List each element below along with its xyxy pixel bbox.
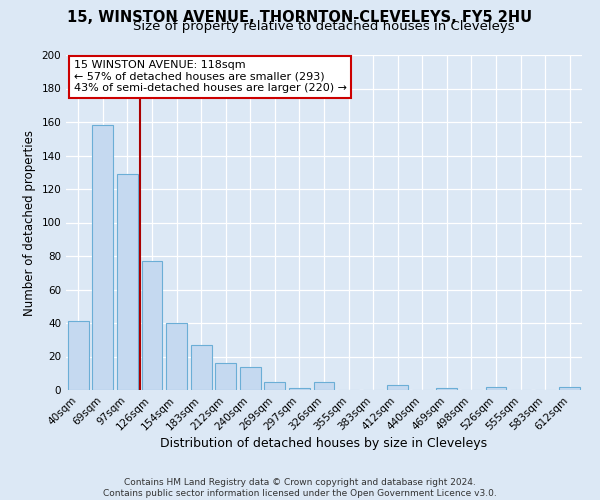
Bar xyxy=(117,174,138,390)
Bar xyxy=(92,126,113,390)
Bar xyxy=(436,388,457,390)
Bar xyxy=(166,323,187,390)
Title: Size of property relative to detached houses in Cleveleys: Size of property relative to detached ho… xyxy=(133,20,515,33)
Bar xyxy=(215,363,236,390)
Bar xyxy=(559,386,580,390)
Bar xyxy=(485,386,506,390)
Y-axis label: Number of detached properties: Number of detached properties xyxy=(23,130,36,316)
Text: Contains HM Land Registry data © Crown copyright and database right 2024.
Contai: Contains HM Land Registry data © Crown c… xyxy=(103,478,497,498)
Bar xyxy=(289,388,310,390)
Text: 15, WINSTON AVENUE, THORNTON-CLEVELEYS, FY5 2HU: 15, WINSTON AVENUE, THORNTON-CLEVELEYS, … xyxy=(67,10,533,25)
Bar xyxy=(387,385,408,390)
Bar xyxy=(265,382,286,390)
Bar xyxy=(240,366,261,390)
Bar xyxy=(142,261,163,390)
Bar xyxy=(68,322,89,390)
Text: 15 WINSTON AVENUE: 118sqm
← 57% of detached houses are smaller (293)
43% of semi: 15 WINSTON AVENUE: 118sqm ← 57% of detac… xyxy=(74,60,347,93)
Bar xyxy=(314,382,334,390)
Bar xyxy=(191,345,212,390)
X-axis label: Distribution of detached houses by size in Cleveleys: Distribution of detached houses by size … xyxy=(160,438,488,450)
